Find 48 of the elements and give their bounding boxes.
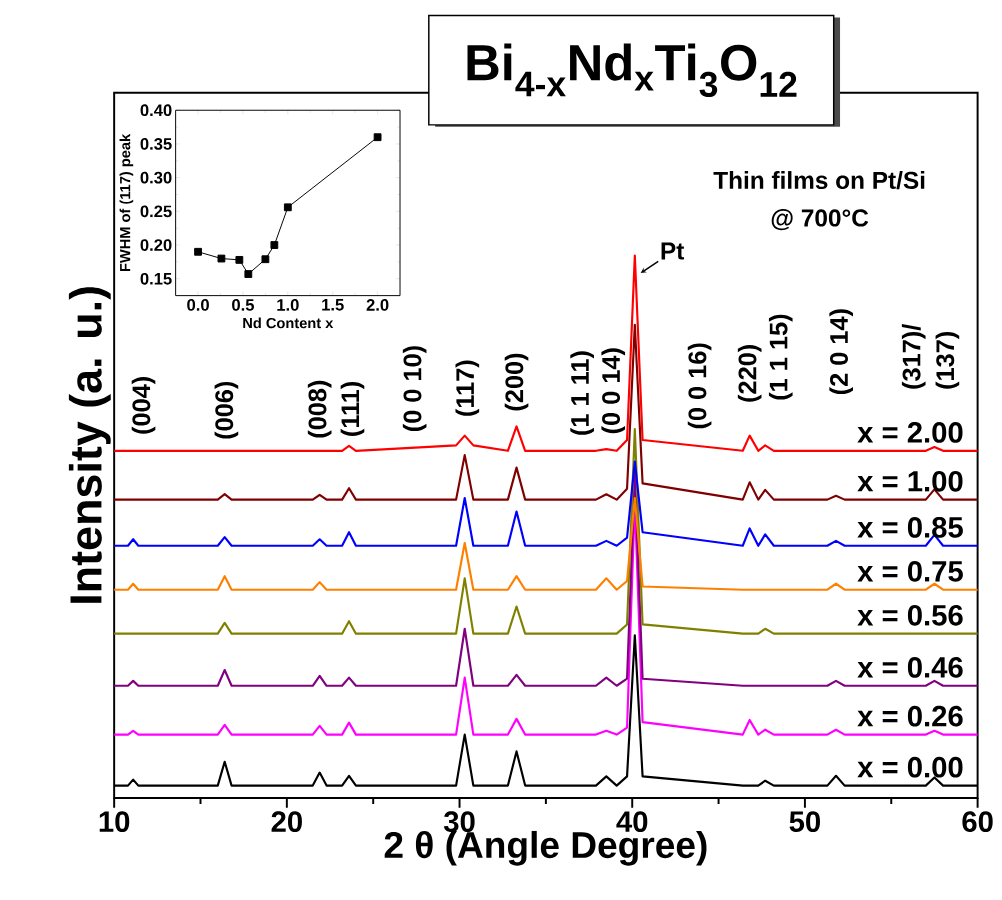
y-tick-label: 0.35 [140, 138, 172, 151]
y-tick-label: 0.20 [140, 239, 172, 252]
y-tick-label: 0.30 [140, 171, 172, 184]
series-label: x = 0.85 [857, 517, 963, 538]
x-tick-label: 30 [443, 811, 475, 833]
annotation: (200) [504, 353, 529, 411]
series-label: x = 0.00 [857, 757, 963, 778]
annotation: (117) [455, 360, 480, 417]
x-tick-label: 0.5 [232, 299, 255, 312]
annotation: (1 1 11) [570, 351, 594, 436]
y-axis-title: Intensity (a. u.) [68, 287, 111, 604]
series-label: x = 0.26 [857, 706, 963, 727]
text: @ 700°C [771, 209, 869, 231]
annotation: (0 0 14) [601, 348, 626, 434]
x-tick-label: 0.0 [187, 299, 209, 312]
x-tick-label: 1.5 [322, 299, 344, 311]
series-label: x = 1.00 [857, 471, 963, 492]
x-tick-label: 20 [271, 811, 302, 833]
x-tick-label: 60 [962, 811, 993, 833]
x-tick-label: 10 [99, 811, 130, 833]
annotation: (317)/ [901, 324, 926, 389]
annotation: (2 0 14) [829, 309, 854, 395]
series-label: x = 0.75 [857, 561, 963, 582]
annotation: (0 0 16) [687, 343, 712, 429]
annotation: Pt [661, 242, 685, 260]
annotation: (0 0 10) [402, 346, 427, 432]
x-tick-label: 2.0 [366, 299, 389, 312]
annotation: (111) [340, 382, 365, 437]
annotation: (1 1 15) [768, 314, 793, 400]
annotation: (137) [935, 332, 960, 389]
text: Thin films on Pt/Si [713, 171, 925, 190]
annotation: (008) [307, 381, 332, 438]
series-label: x = 0.56 [857, 605, 963, 626]
y-tick-label: 0.40 [140, 104, 172, 117]
y-tick-label: 0.25 [140, 205, 172, 218]
annotation: (004) [131, 377, 156, 434]
x-tick-label: 1.0 [277, 299, 299, 312]
x-tick-label: 50 [789, 811, 820, 833]
chart-title: Bi$_{4-x}$Nd$_{x}$Ti$_{3}$O$_{12}$ [467, 43, 797, 98]
x-tick-label: 40 [616, 811, 648, 833]
annotation: (220) [737, 345, 762, 402]
series-label: x = 0.46 [857, 657, 963, 678]
series-label: x = 2.00 [857, 422, 963, 444]
y-tick-label: 0.15 [140, 273, 172, 285]
x-axis-title: Nd Content x [243, 317, 334, 329]
x-axis-title: 2 θ (Angle Degree) [384, 831, 707, 866]
annotation: (006) [214, 382, 239, 439]
y-axis-title: FWHM of (117) peak [119, 134, 134, 272]
